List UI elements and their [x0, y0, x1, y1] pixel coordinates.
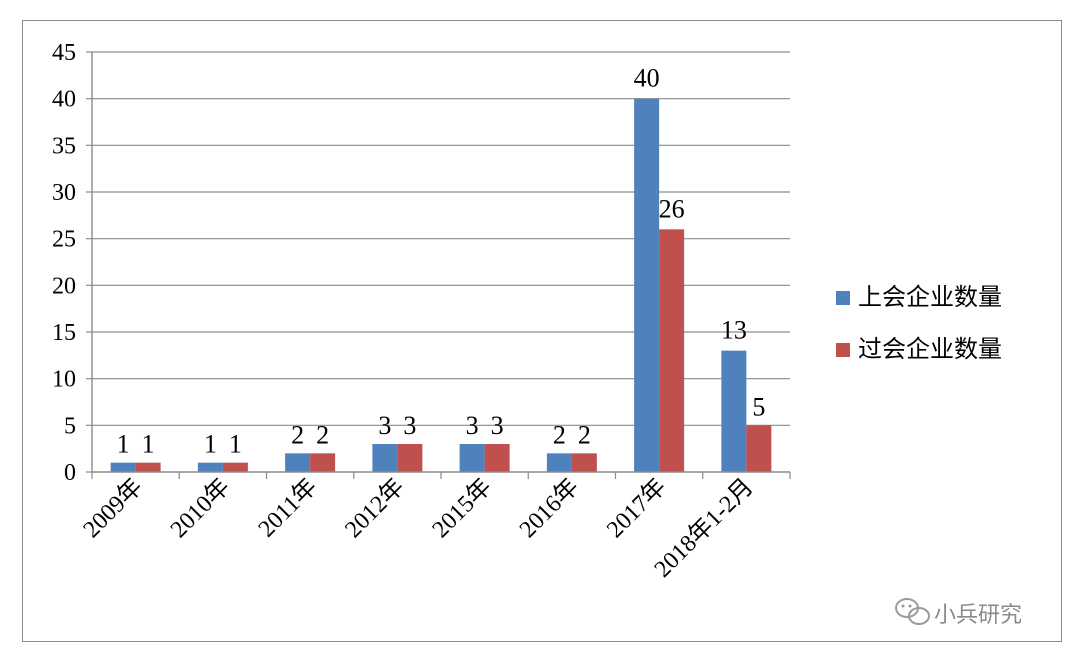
legend-swatch: [836, 343, 850, 357]
y-tick-label: 20: [52, 273, 76, 299]
data-label: 3: [466, 411, 479, 440]
legend-label: 过会企业数量: [858, 335, 1002, 363]
y-tick-label: 35: [52, 133, 76, 159]
watermark: 小兵研究: [895, 598, 1022, 628]
x-tick-label: 2010年: [165, 473, 235, 543]
data-label: 5: [752, 392, 765, 421]
bars: [110, 98, 772, 473]
legend-swatch: [836, 291, 850, 305]
legend-label: 上会企业数量: [858, 283, 1002, 311]
bar-approved: [135, 462, 161, 472]
x-tick-label: 2011年: [253, 473, 322, 542]
watermark-text: 小兵研究: [934, 603, 1022, 628]
data-label: 2: [578, 420, 591, 449]
bar-approved: [310, 453, 336, 472]
y-tick-label: 10: [52, 367, 76, 393]
bar-listed: [634, 98, 660, 473]
y-tick-label: 30: [52, 180, 76, 206]
bar-approved: [222, 462, 248, 472]
data-label: 2: [553, 420, 566, 449]
data-label: 3: [378, 411, 391, 440]
bar-listed: [285, 453, 311, 472]
data-label: 26: [659, 194, 685, 223]
data-label: 3: [491, 411, 504, 440]
x-tick-label: 2009年: [78, 473, 148, 543]
bar-listed: [459, 444, 485, 472]
y-axis-ticks: 0 5 10 15 20 25 30 35 40 45: [52, 40, 92, 486]
bar-approved: [746, 425, 772, 472]
data-label: 1: [229, 430, 242, 459]
x-tick-label: 2016年: [514, 473, 584, 543]
data-label: 1: [117, 430, 130, 459]
x-tick-label: 2017年: [601, 473, 671, 543]
data-label: 40: [634, 64, 660, 93]
gridlines: [92, 51, 790, 426]
chart-frame: [22, 20, 1062, 642]
bar-listed: [546, 453, 572, 472]
data-label: 2: [316, 420, 329, 449]
y-tick-label: 15: [52, 320, 76, 346]
data-label: 1: [204, 430, 217, 459]
bar-approved: [571, 453, 597, 472]
y-tick-label: 25: [52, 227, 76, 253]
x-tick-label: 2012年: [340, 473, 410, 543]
bar-approved: [484, 444, 510, 472]
bar-approved: [659, 229, 685, 472]
bar-approved: [397, 444, 423, 472]
x-tick-label: 2015年: [427, 473, 497, 543]
bar-listed: [110, 462, 136, 472]
bar-listed: [372, 444, 398, 472]
bar-listed: [721, 350, 747, 472]
y-tick-label: 5: [64, 413, 76, 439]
wechat-icon: [895, 598, 930, 625]
y-tick-label: 0: [64, 460, 76, 486]
y-tick-label: 40: [52, 87, 76, 113]
x-axis-ticks: 2009年 2010年 2011年 2012年 2015年 2016年 2017年2018年…: [78, 472, 791, 583]
bar-listed: [197, 462, 223, 472]
axes: [91, 52, 790, 473]
data-label: 2: [291, 420, 304, 449]
data-label: 3: [403, 411, 416, 440]
data-label: 1: [142, 430, 155, 459]
data-label: 13: [721, 316, 747, 345]
y-tick-label: 45: [52, 40, 76, 66]
